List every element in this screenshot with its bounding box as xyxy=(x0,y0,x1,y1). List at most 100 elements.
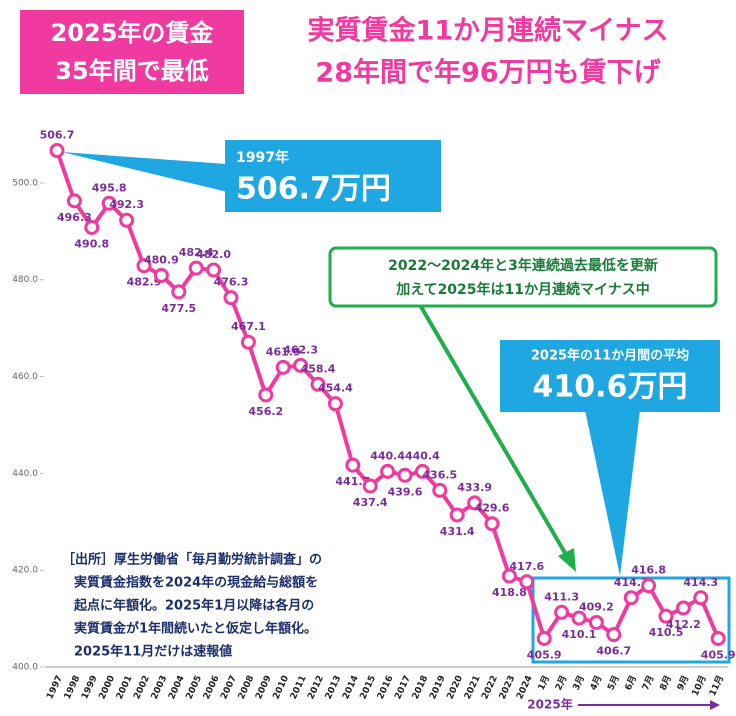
data-point xyxy=(693,590,709,606)
value-label: 467.1 xyxy=(231,320,266,333)
callout-text: 506.7万円 xyxy=(236,172,391,207)
value-label: 482.9 xyxy=(127,276,162,289)
value-label: 411.3 xyxy=(544,590,579,603)
y-tick-label: 460.0 xyxy=(12,372,38,382)
value-label: 440.4 xyxy=(370,449,405,462)
data-point xyxy=(571,610,587,626)
value-label: 429.6 xyxy=(475,502,510,515)
arrow-head xyxy=(710,700,720,710)
data-point xyxy=(188,260,204,276)
data-point xyxy=(519,574,535,590)
callout-arrow xyxy=(418,303,570,560)
badge-line: 35年間で最低 xyxy=(55,57,208,85)
value-label: 439.6 xyxy=(388,485,423,498)
value-label: 482.0 xyxy=(196,248,231,261)
data-point xyxy=(345,457,361,473)
data-point xyxy=(641,578,657,594)
x-tick-label: 8月 xyxy=(658,674,674,692)
period-label: 2025年 xyxy=(527,697,572,712)
callout-pointer xyxy=(585,410,640,576)
callout-text: 2025年の11か月間の平均 xyxy=(531,348,689,364)
value-label: 461.9 xyxy=(266,345,301,358)
value-label: 409.2 xyxy=(579,600,614,613)
x-tick-label: 5月 xyxy=(605,674,621,692)
value-label: 495.8 xyxy=(92,181,127,194)
value-label: 480.9 xyxy=(144,253,179,266)
data-point xyxy=(606,627,622,643)
callout-box xyxy=(328,246,718,308)
value-label: 431.4 xyxy=(440,525,475,538)
y-tick-label: 440.0 xyxy=(12,469,38,479)
value-label: 406.7 xyxy=(596,645,631,658)
x-tick-label: 10月 xyxy=(690,674,709,698)
value-label: 418.8 xyxy=(492,586,527,599)
data-point xyxy=(258,387,274,403)
value-label: 490.8 xyxy=(74,237,109,250)
data-point xyxy=(536,630,552,646)
value-label: 496.3 xyxy=(57,211,92,224)
data-point xyxy=(554,604,570,620)
data-point xyxy=(240,334,256,350)
data-point xyxy=(658,608,674,624)
callout-box xyxy=(225,140,441,212)
value-label: 462.3 xyxy=(283,343,318,356)
value-label: 506.7 xyxy=(40,128,75,141)
data-point xyxy=(501,568,517,584)
data-point xyxy=(449,507,465,523)
y-tick-label: 420.0 xyxy=(12,566,38,576)
arrow-head xyxy=(558,548,576,572)
value-label: 414.3 xyxy=(614,576,649,589)
data-point xyxy=(101,195,117,211)
source-note: 実質賃金指数を2024年の現金給与総額を xyxy=(74,575,318,591)
x-tick-label: 9月 xyxy=(675,674,691,692)
x-tick-label: 7月 xyxy=(640,674,656,692)
value-label: 437.4 xyxy=(353,496,388,509)
callout-text: 410.6万円 xyxy=(533,370,688,405)
x-tick-label: 4月 xyxy=(588,674,604,692)
value-label: 410.1 xyxy=(562,628,597,641)
value-label: 482.4 xyxy=(179,246,214,259)
data-point xyxy=(467,495,483,511)
value-label: 477.5 xyxy=(161,302,196,315)
value-label: 405.9 xyxy=(701,648,736,661)
x-tick-label: 1月 xyxy=(536,674,552,692)
data-point xyxy=(49,142,65,158)
value-label: 492.3 xyxy=(109,198,144,211)
highlight-box xyxy=(531,576,731,664)
data-point xyxy=(66,193,82,209)
data-point xyxy=(136,258,152,274)
data-point xyxy=(310,376,326,392)
data-point xyxy=(432,482,448,498)
data-point xyxy=(675,600,691,616)
callout-text: 1997年 xyxy=(236,149,289,166)
data-point xyxy=(327,396,343,412)
value-label: 416.8 xyxy=(631,564,666,577)
value-label: 476.3 xyxy=(214,276,249,289)
source-note: 2025年11月だけは速報値 xyxy=(74,644,232,660)
data-point xyxy=(119,212,135,228)
value-label: 417.6 xyxy=(509,560,544,573)
y-tick-label: 400.0 xyxy=(12,663,38,673)
value-label: 454.4 xyxy=(318,382,353,395)
source-note: 起点に年額化。2025年1月以降は各月の xyxy=(73,598,314,614)
x-tick-label: 11月 xyxy=(707,674,726,698)
data-point xyxy=(710,630,726,646)
value-label: 412.2 xyxy=(666,618,701,631)
source-note: ［出所］厚生労働省「毎月勤労統計調査」の xyxy=(62,552,322,568)
value-label: 440.4 xyxy=(405,449,440,462)
x-tick-label: 3月 xyxy=(571,674,587,692)
data-point xyxy=(84,219,100,235)
callout-text: 2022〜2024年と3年連続過去最低を更新 xyxy=(388,257,658,274)
value-label: 410.5 xyxy=(649,626,684,639)
value-label: 441.7 xyxy=(335,475,370,488)
badge-line: 2025年の賃金 xyxy=(51,19,215,47)
data-point xyxy=(397,467,413,483)
y-tick-label: 500.0 xyxy=(12,178,38,188)
data-point xyxy=(275,359,291,375)
value-label: 436.5 xyxy=(422,468,457,481)
data-point xyxy=(414,463,430,479)
chart-title: 28年間で年96万円も賃下げ xyxy=(315,57,661,89)
callout-text: 加えて2025年は11か月連続マイナス中 xyxy=(395,281,649,298)
data-point xyxy=(206,262,222,278)
